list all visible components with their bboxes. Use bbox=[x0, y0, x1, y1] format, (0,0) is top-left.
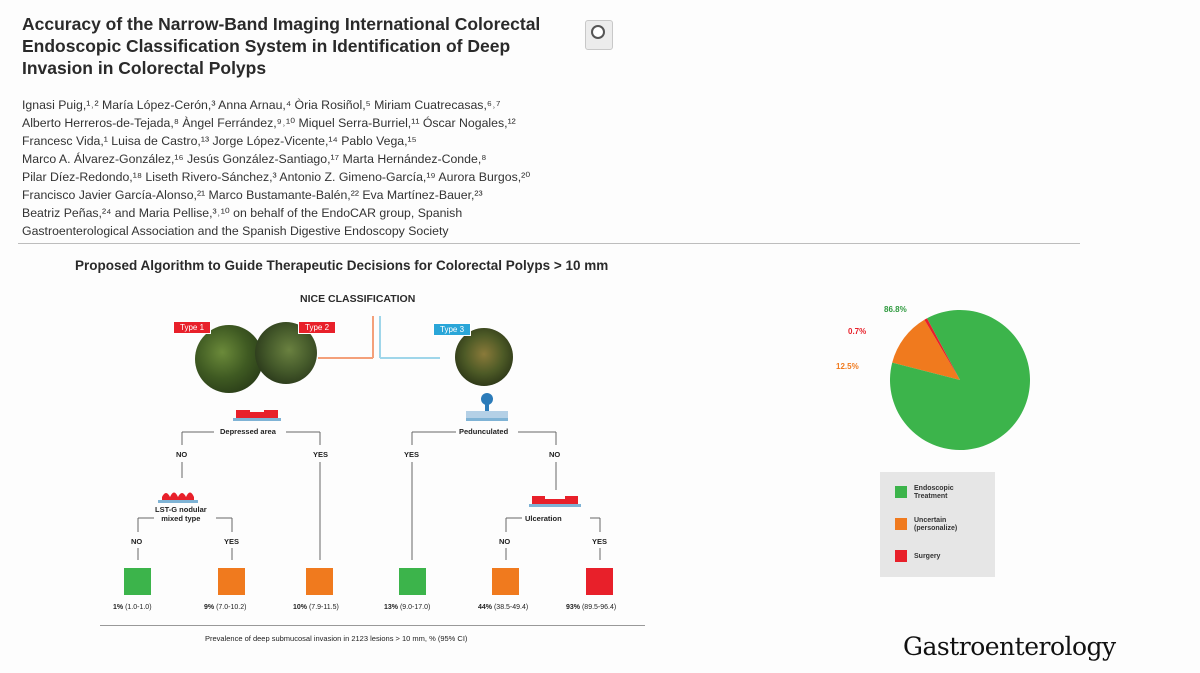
legend-label-uncertain: Uncertain (personalize) bbox=[914, 517, 957, 533]
pie-slice-uncertain-personalize- bbox=[892, 319, 960, 380]
legend-label-endoscopic: Endoscopic Treatment bbox=[914, 485, 954, 501]
pedunculated-label: Pedunculated bbox=[459, 427, 509, 436]
outcome-box bbox=[399, 568, 426, 595]
branch-no: NO bbox=[549, 450, 561, 459]
author-line: Gastroenterological Association and the … bbox=[22, 224, 449, 238]
pie-label-surgery: 0.7% bbox=[848, 327, 867, 336]
lst-label-line: LST-G nodular bbox=[155, 505, 207, 514]
legend-swatch bbox=[895, 486, 907, 498]
legend-line: Surgery bbox=[914, 553, 941, 560]
paper-title: Accuracy of the Narrow-Band Imaging Inte… bbox=[22, 13, 582, 79]
branch-yes: YES bbox=[224, 537, 240, 546]
title-line: Accuracy of the Narrow-Band Imaging Inte… bbox=[22, 14, 541, 34]
legend-line: Treatment bbox=[914, 493, 948, 500]
outcome-box bbox=[306, 568, 333, 595]
branch-no: NO bbox=[131, 537, 143, 546]
legend-line: Endoscopic bbox=[914, 485, 954, 492]
outcome-value: 10% (7.9-11.5) bbox=[293, 604, 339, 611]
type3-endoscopy-image bbox=[455, 328, 513, 386]
legend-label-surgery: Surgery bbox=[914, 553, 940, 561]
pie-chart bbox=[890, 310, 1030, 450]
author-line: Francesc Vida,¹ Luisa de Castro,¹³ Jorge… bbox=[22, 134, 417, 148]
pie-label-uncertain: 12.5% bbox=[836, 362, 859, 371]
outcome-value: 9% (7.0-10.2) bbox=[204, 604, 247, 611]
type1-tag: Type 1 bbox=[173, 321, 212, 334]
title-line: Invasion in Colorectal Polyps bbox=[22, 58, 267, 78]
figure-title: Proposed Algorithm to Guide Therapeutic … bbox=[75, 258, 609, 273]
pedunculated-icon bbox=[466, 393, 508, 421]
author-line: Beatriz Peñas,²⁴ and Maria Pellise,³˒¹⁰ … bbox=[22, 206, 463, 220]
legend-line: (personalize) bbox=[914, 525, 958, 532]
legend-swatch bbox=[895, 518, 907, 530]
branch-no: NO bbox=[499, 537, 511, 546]
depressed-area-label: Depressed area bbox=[220, 427, 276, 436]
branch-yes: YES bbox=[404, 450, 420, 459]
outcome-box bbox=[586, 568, 613, 595]
section-divider bbox=[18, 243, 1080, 244]
pie-slice-surgery bbox=[924, 318, 960, 380]
author-line: Ignasi Puig,¹˒² María López-Cerón,³ Anna… bbox=[22, 98, 501, 112]
type1-endoscopy-image bbox=[195, 325, 263, 393]
legend-swatch bbox=[895, 550, 907, 562]
author-line: Alberto Herreros-de-Tejada,⁸ Àngel Ferrá… bbox=[22, 116, 516, 130]
lst-nodular-icon bbox=[158, 492, 198, 503]
nice-classification-label: NICE CLASSIFICATION bbox=[300, 293, 416, 305]
outcome-box bbox=[124, 568, 151, 595]
author-list: Ignasi Puig,¹˒² María López-Cerón,³ Anna… bbox=[22, 96, 712, 240]
figure-caption: Prevalence of deep submucosal invasion i… bbox=[205, 634, 468, 643]
branch-no: NO bbox=[176, 450, 188, 459]
outcome-value: 1% (1.0-1.0) bbox=[113, 604, 152, 611]
outcome-value: 93% (89.5-96.4) bbox=[566, 604, 617, 611]
type2-tag: Type 2 bbox=[298, 321, 337, 334]
pie-label-endoscopic: 86.8% bbox=[884, 305, 907, 314]
caption-divider bbox=[100, 625, 645, 626]
depressed-area-icon bbox=[233, 406, 281, 421]
ulceration-icon bbox=[529, 493, 581, 507]
lst-nodular-label: LST-G nodular mixed type bbox=[155, 505, 207, 523]
branch-yes: YES bbox=[313, 450, 329, 459]
journal-logo: Gastroenterology bbox=[903, 632, 1116, 661]
author-line: Marco A. Álvarez-González,¹⁶ Jesús Gonzá… bbox=[22, 152, 487, 166]
author-line: Pilar Díez-Redondo,¹⁸ Liseth Rivero-Sánc… bbox=[22, 170, 531, 184]
outcome-box bbox=[492, 568, 519, 595]
branch-yes: YES bbox=[592, 537, 608, 546]
author-line: Francisco Javier García-Alonso,²¹ Marco … bbox=[22, 188, 483, 202]
title-line: Endoscopic Classification System in Iden… bbox=[22, 36, 511, 56]
type3-tag: Type 3 bbox=[433, 323, 472, 336]
outcome-value: 44% (38.5-49.4) bbox=[478, 604, 529, 611]
outcome-box bbox=[218, 568, 245, 595]
ulceration-label: Ulceration bbox=[525, 514, 562, 523]
pie-slice-endoscopic-treatment bbox=[890, 310, 1030, 450]
legend-line: Uncertain bbox=[914, 517, 947, 524]
lst-label-line: mixed type bbox=[161, 514, 201, 523]
pie-legend: Endoscopic Treatment Uncertain (personal… bbox=[880, 472, 995, 577]
outcome-value: 13% (9.0-17.0) bbox=[384, 604, 431, 611]
crossmark-icon bbox=[591, 25, 605, 39]
